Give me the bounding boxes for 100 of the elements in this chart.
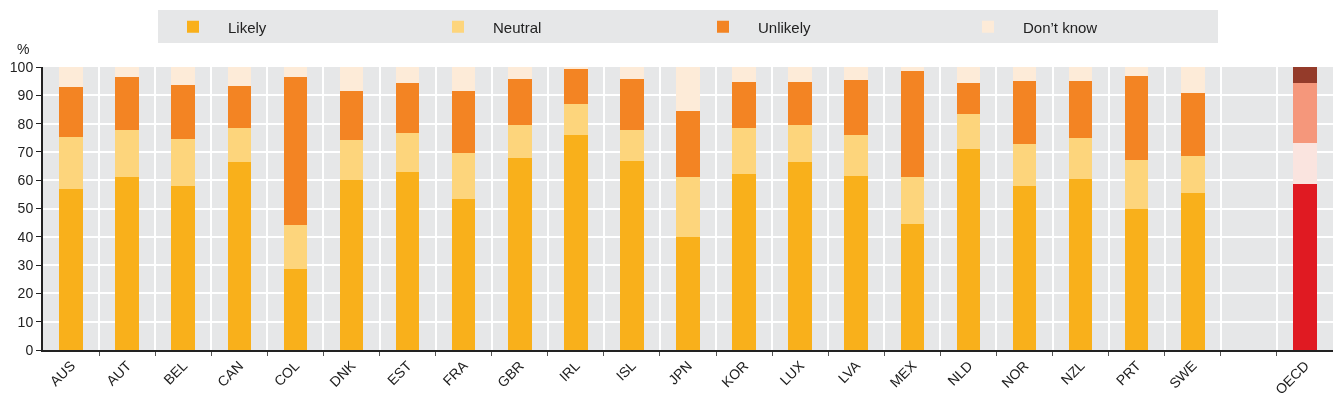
bar <box>676 111 700 178</box>
bar <box>283 224 308 269</box>
x-tick-label: LVA <box>834 357 864 387</box>
bar <box>900 177 925 224</box>
legend-label: Likely <box>228 18 267 36</box>
bar <box>283 76 308 225</box>
bar <box>1181 67 1205 93</box>
bar <box>395 83 420 133</box>
bar <box>1293 82 1317 143</box>
bar <box>507 67 532 79</box>
bar <box>1181 92 1205 156</box>
bar <box>59 67 83 88</box>
bar <box>956 114 981 150</box>
bar <box>732 67 756 82</box>
bar <box>676 237 700 350</box>
bar <box>227 86 252 128</box>
bar <box>451 199 476 350</box>
y-tick-label: 20 <box>17 285 34 302</box>
y-tick-label: 90 <box>17 87 34 104</box>
bar <box>451 67 476 92</box>
bar <box>451 91 476 153</box>
y-tick-label: 40 <box>17 228 34 245</box>
bar <box>788 67 812 82</box>
bar <box>339 139 364 180</box>
bar <box>1124 208 1149 350</box>
bar <box>788 124 812 163</box>
bar <box>395 172 420 350</box>
bar <box>115 177 139 350</box>
bar <box>395 67 420 84</box>
x-tick-label: BEL <box>160 357 191 388</box>
x-tick-label: IRL <box>556 357 584 385</box>
bar <box>115 76 139 131</box>
legend-label: Don’t know <box>1023 18 1098 36</box>
bar <box>171 67 195 85</box>
bar <box>676 177 700 238</box>
bar <box>339 179 364 350</box>
bar <box>1012 185 1037 350</box>
legend-label: Unlikely <box>758 18 812 36</box>
bar <box>1293 184 1317 350</box>
bar <box>564 68 588 105</box>
bar <box>844 67 869 80</box>
bar <box>1068 67 1093 81</box>
bar <box>171 84 195 139</box>
bar <box>507 158 532 350</box>
bar <box>1068 178 1093 350</box>
bar <box>507 124 532 159</box>
x-tick-label: NZL <box>1057 357 1088 388</box>
bar <box>620 161 644 350</box>
bar <box>227 67 252 87</box>
x-tick-label: COL <box>270 357 303 390</box>
y-tick-label: 30 <box>17 257 34 273</box>
y-tick-label: 70 <box>17 143 34 160</box>
bar <box>1124 67 1149 77</box>
bar <box>1068 80 1093 138</box>
bar <box>339 67 364 92</box>
bar <box>171 138 195 186</box>
bar <box>1124 160 1149 209</box>
bar <box>564 134 588 350</box>
bar <box>732 174 756 350</box>
bar <box>956 82 981 115</box>
bar <box>620 78 644 131</box>
bar <box>900 67 925 72</box>
bar <box>900 223 925 350</box>
bar <box>732 81 756 128</box>
y-tick-label: 50 <box>17 200 34 217</box>
bar <box>788 81 812 125</box>
bar <box>283 268 308 350</box>
legend-label: Neutral <box>493 18 542 36</box>
bar <box>564 104 588 135</box>
bar <box>620 67 644 79</box>
bar <box>227 127 252 163</box>
bar <box>59 87 83 137</box>
bar <box>171 185 195 350</box>
bar <box>844 175 869 350</box>
y-tick-label: 80 <box>17 115 34 132</box>
y-tick-label: 60 <box>17 172 34 189</box>
bar <box>676 67 700 112</box>
bar <box>1012 80 1037 145</box>
bar <box>339 91 364 140</box>
bar <box>395 132 420 173</box>
bar <box>732 127 756 175</box>
bar <box>1181 192 1205 350</box>
y-tick-label: 10 <box>17 313 34 330</box>
bar <box>227 162 252 350</box>
bar <box>507 78 532 125</box>
y-tick-label: 100 <box>9 58 34 75</box>
bar <box>956 67 981 83</box>
bar <box>844 79 869 135</box>
bar <box>900 71 925 178</box>
bar <box>115 67 139 77</box>
bar <box>620 130 644 162</box>
bar <box>956 149 981 350</box>
bar <box>1068 137 1093 179</box>
bar <box>1012 67 1037 81</box>
bar <box>283 67 308 77</box>
bar <box>115 130 139 178</box>
bar <box>1181 155 1205 193</box>
bar <box>59 136 83 190</box>
bar <box>788 162 812 350</box>
bar <box>1012 144 1037 186</box>
